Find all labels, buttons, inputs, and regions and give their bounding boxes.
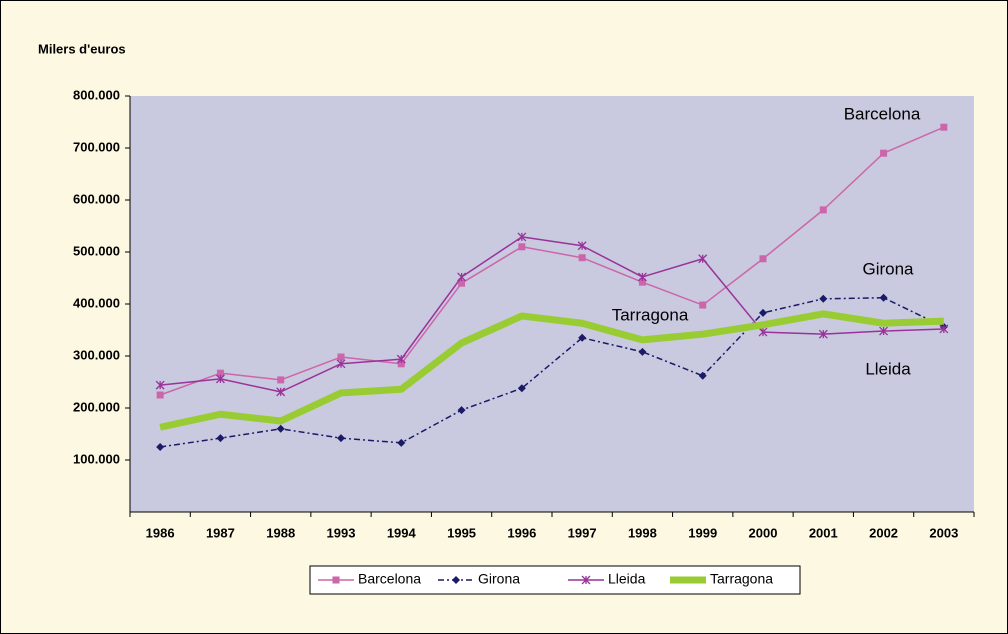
x-tick-label: 1994 [387, 525, 417, 540]
legend-label: Lleida [608, 571, 646, 587]
x-tick-label: 2001 [809, 525, 838, 540]
marker [818, 329, 828, 339]
y-tick-label: 100.000 [73, 451, 120, 466]
plot-area [130, 96, 974, 512]
x-tick-label: 1997 [568, 525, 597, 540]
marker [216, 434, 225, 443]
marker [879, 326, 889, 336]
marker [156, 443, 165, 451]
annotation: Tarragona [612, 305, 689, 324]
marker [698, 371, 707, 380]
marker [517, 384, 526, 393]
y-axis-title: Milers d'euros [38, 41, 126, 56]
annotation: Girona [862, 259, 914, 278]
marker [578, 333, 587, 342]
y-tick-label: 200.000 [73, 399, 120, 414]
marker [819, 206, 827, 214]
x-tick-label: 1993 [327, 525, 356, 540]
marker [337, 353, 345, 361]
marker [638, 347, 647, 356]
y-tick-label: 300.000 [73, 347, 120, 362]
marker [457, 406, 466, 415]
marker [156, 391, 164, 399]
marker [396, 354, 406, 364]
marker [452, 576, 460, 584]
marker [517, 232, 527, 242]
marker [759, 255, 767, 263]
legend-label: Tarragona [710, 571, 773, 587]
marker [699, 301, 707, 309]
x-tick-label: 1998 [628, 525, 657, 540]
marker [277, 376, 285, 384]
marker [215, 374, 225, 384]
marker [880, 149, 888, 157]
marker [879, 293, 888, 302]
marker [637, 272, 647, 282]
marker [577, 241, 587, 251]
marker [337, 434, 345, 443]
marker [216, 369, 224, 377]
x-tick-label: 1988 [266, 525, 295, 540]
marker [276, 424, 285, 433]
marker [332, 576, 340, 584]
marker [758, 327, 768, 337]
marker [155, 380, 165, 390]
marker [397, 438, 406, 447]
x-tick-label: 2000 [749, 525, 778, 540]
y-tick-label: 800.000 [73, 87, 120, 102]
annotation: Barcelona [844, 104, 921, 123]
legend [309, 565, 801, 595]
legend-label: Girona [478, 571, 520, 587]
y-tick-label: 400.000 [73, 295, 120, 310]
y-tick-label: 700.000 [73, 139, 120, 154]
y-tick-label: 600.000 [73, 191, 120, 206]
marker [819, 294, 828, 303]
marker [336, 359, 346, 369]
series-line [159, 310, 944, 431]
x-tick-label: 1995 [447, 525, 476, 540]
annotation: Lleida [865, 359, 911, 378]
marker [458, 279, 466, 287]
series-line [160, 236, 944, 393]
marker [638, 278, 646, 286]
x-tick-label: 2003 [929, 525, 958, 540]
marker [578, 254, 586, 262]
x-tick-label: 1999 [688, 525, 717, 540]
x-tick-label: 1996 [507, 525, 536, 540]
x-tick-label: 1987 [206, 525, 235, 540]
legend-label: Barcelona [358, 571, 421, 587]
marker [759, 308, 767, 317]
series-line [160, 297, 945, 448]
marker [939, 324, 949, 334]
marker [940, 123, 948, 131]
marker [276, 387, 286, 397]
marker [581, 575, 591, 585]
series-line [159, 126, 945, 396]
marker [698, 254, 708, 264]
x-tick-label: 1986 [146, 525, 175, 540]
marker [397, 360, 405, 368]
y-tick-label: 500.000 [73, 243, 120, 258]
marker [457, 272, 467, 282]
marker [518, 243, 526, 251]
x-tick-label: 2002 [869, 525, 898, 540]
